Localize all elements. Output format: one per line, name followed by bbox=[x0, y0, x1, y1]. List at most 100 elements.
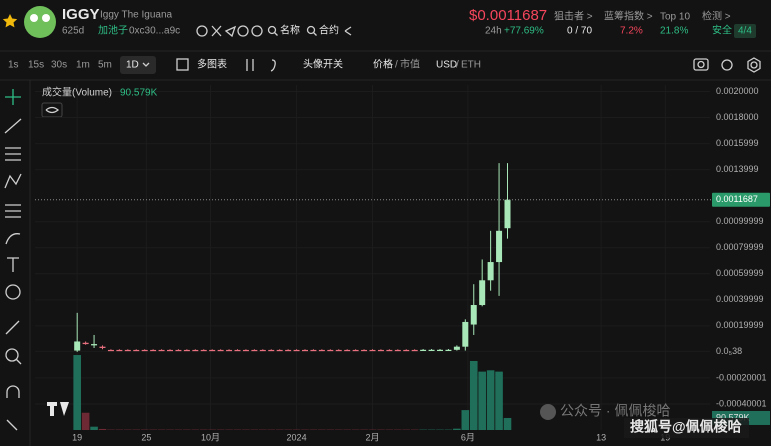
watermark: 搜狐号@佩佩梭哈 bbox=[630, 419, 742, 435]
candle-body bbox=[335, 349, 342, 352]
dropdown-icon bbox=[142, 62, 150, 67]
stat-value: 21.8% bbox=[660, 26, 688, 37]
right-tools[interactable] bbox=[693, 57, 761, 73]
change-period: 24h bbox=[485, 26, 502, 37]
usd[interactable]: USD bbox=[436, 60, 457, 71]
candle-body bbox=[344, 349, 351, 352]
x-tick-label: 2024 bbox=[287, 432, 307, 442]
volume-bar bbox=[73, 355, 81, 430]
y-tick-label: 0.0015999 bbox=[716, 138, 759, 148]
interval[interactable]: 1m bbox=[76, 60, 90, 71]
volume-bar bbox=[478, 371, 486, 430]
volume-axis-label: 90.579K bbox=[716, 412, 750, 422]
candle-body bbox=[386, 349, 393, 352]
candle-body bbox=[361, 349, 368, 352]
wechat-icon bbox=[540, 404, 556, 420]
volume-bar bbox=[90, 426, 98, 430]
candle-body bbox=[470, 305, 477, 325]
candle-body bbox=[217, 349, 224, 352]
tv-logo bbox=[47, 402, 69, 416]
volume-bar bbox=[98, 428, 107, 430]
candle-body bbox=[268, 349, 275, 352]
interval[interactable]: 1D bbox=[126, 60, 139, 71]
candle-body bbox=[175, 349, 182, 352]
price-mode[interactable]: 价格 bbox=[373, 58, 393, 71]
candle-body bbox=[318, 349, 325, 352]
y-tick-label: 0.0018000 bbox=[716, 112, 759, 122]
interval[interactable]: 15s bbox=[28, 60, 44, 71]
volume-bar bbox=[503, 417, 512, 430]
candle-body bbox=[428, 349, 435, 352]
candle-body bbox=[487, 262, 494, 281]
interval[interactable]: 30s bbox=[51, 60, 67, 71]
social-icons[interactable] bbox=[196, 25, 352, 38]
interval[interactable]: 5m bbox=[98, 60, 112, 71]
drawing-tools[interactable] bbox=[4, 89, 22, 431]
candle-body bbox=[167, 349, 173, 352]
separator: / bbox=[395, 60, 398, 71]
interval-active-bg bbox=[120, 56, 156, 74]
market-cap-mode[interactable]: 市值 bbox=[400, 58, 420, 71]
candle-body bbox=[251, 349, 258, 352]
stat-label[interactable]: 蓝筹指数 > bbox=[604, 10, 653, 23]
candle-body bbox=[352, 349, 359, 352]
candle-body bbox=[394, 349, 401, 352]
candle-body bbox=[141, 349, 148, 352]
candle-body bbox=[150, 349, 157, 352]
volume-bar bbox=[81, 412, 90, 430]
y-tick-label: 0.0020000 bbox=[716, 86, 759, 96]
candle-body bbox=[285, 349, 292, 352]
candle-body bbox=[259, 349, 266, 352]
volume-legend-name: 成交量(Volume) bbox=[42, 86, 112, 99]
candle-body bbox=[445, 349, 452, 352]
address: 0xc30...a9c bbox=[129, 26, 180, 37]
checks-box bbox=[734, 24, 756, 38]
stat-value: 0 / 70 bbox=[567, 26, 592, 37]
candle-body bbox=[200, 349, 207, 352]
contract-search[interactable]: 合约 bbox=[319, 24, 339, 37]
candle-body bbox=[116, 349, 123, 352]
candle-body bbox=[462, 321, 469, 347]
candle-body bbox=[293, 349, 300, 352]
change: +77.69% bbox=[504, 26, 544, 37]
candle-body bbox=[369, 349, 376, 352]
x-tick-label: 2月 bbox=[365, 432, 379, 442]
tool-icons[interactable] bbox=[246, 59, 276, 72]
candle-body bbox=[209, 349, 216, 352]
name-search[interactable]: 名称 bbox=[280, 24, 300, 37]
candle-body bbox=[99, 346, 106, 348]
separator: / bbox=[456, 60, 459, 71]
candle-body bbox=[192, 349, 199, 352]
candle-body bbox=[403, 349, 410, 352]
candle-body bbox=[327, 349, 334, 352]
volume-bar bbox=[461, 410, 470, 430]
age: 625d bbox=[62, 26, 84, 37]
candle-body bbox=[242, 349, 249, 352]
interval[interactable]: 1s bbox=[8, 60, 19, 71]
last-price-badge bbox=[712, 192, 770, 207]
x-tick-label: 10月 bbox=[201, 432, 220, 442]
volume-bar bbox=[486, 370, 495, 430]
stat-label[interactable]: 检测 > bbox=[702, 10, 731, 23]
candle-body bbox=[420, 349, 427, 352]
watermark: 公众号 · 佩佩梭哈 bbox=[560, 403, 670, 419]
volume-bar bbox=[453, 428, 461, 430]
candle-body bbox=[504, 199, 511, 229]
candle-body bbox=[437, 349, 443, 352]
y-tick-label: -0.00040001 bbox=[716, 398, 767, 408]
x-tick-label: 25 bbox=[141, 432, 151, 442]
favorite-star[interactable] bbox=[2, 14, 18, 28]
candle-body bbox=[107, 349, 114, 352]
volume-toggle[interactable] bbox=[41, 102, 63, 118]
add-icon[interactable] bbox=[176, 58, 189, 71]
candle-body bbox=[133, 349, 140, 352]
avatar-toggle[interactable]: 头像开关 bbox=[303, 58, 343, 71]
stat-label[interactable]: 狙击者 > bbox=[554, 11, 593, 23]
volume-bar bbox=[469, 361, 478, 430]
multi-chart[interactable]: 多图表 bbox=[197, 58, 227, 71]
eth[interactable]: ETH bbox=[461, 60, 481, 71]
stat-value: 7.2% bbox=[620, 26, 643, 37]
